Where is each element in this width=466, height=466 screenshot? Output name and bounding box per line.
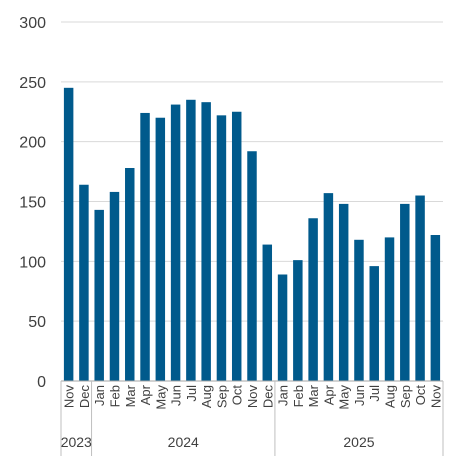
x-category-label: Feb: [291, 385, 306, 407]
bar: [94, 209, 104, 381]
bar: [79, 184, 89, 381]
bar: [323, 193, 334, 381]
x-category-label: Apr: [138, 384, 153, 405]
bar: [338, 203, 349, 381]
year-label: 2024: [168, 434, 199, 450]
bar: [63, 87, 74, 382]
x-category-label: Nov: [245, 385, 260, 409]
x-category-label: Oct: [230, 385, 245, 406]
bar: [415, 195, 425, 381]
x-category-label: Dec: [77, 385, 92, 409]
y-tick-label: 150: [19, 195, 46, 212]
x-category-label: May: [153, 385, 168, 410]
bar: [354, 239, 364, 381]
x-category-label: Aug: [199, 385, 214, 408]
x-category-label: Jan: [92, 385, 107, 406]
bar: [400, 203, 410, 381]
bars: [63, 87, 441, 382]
x-category-label: Oct: [413, 385, 428, 406]
bar: [140, 112, 150, 382]
x-category-label: Feb: [107, 385, 122, 407]
y-tick-label: 300: [19, 15, 46, 32]
x-axis-category-labels: Nov Dec Jan Feb Mar Apr May Jun Jul Aug Sep Oct Nov D…: [62, 384, 444, 409]
x-axis-year-labels: 2023 2024 2025: [60, 381, 444, 456]
x-category-label: Jun: [352, 385, 367, 406]
bar: [201, 102, 211, 381]
bar: [216, 115, 227, 381]
y-tick-label: 100: [19, 254, 46, 271]
bar: [277, 274, 288, 381]
bar: [384, 237, 395, 381]
x-category-label: Jul: [184, 385, 199, 402]
bar: [231, 111, 242, 381]
bar: [186, 99, 196, 382]
y-tick-label: 0: [37, 374, 46, 391]
bar: [155, 117, 166, 381]
bar: [293, 260, 303, 381]
bar: [262, 244, 273, 381]
y-tick-label: 50: [28, 314, 46, 331]
y-tick-label: 250: [19, 75, 46, 92]
x-category-label: Dec: [260, 385, 275, 409]
x-category-label: Jul: [367, 385, 382, 402]
x-category-label: Mar: [306, 384, 321, 407]
x-category-label: May: [337, 385, 352, 410]
bar: [430, 235, 441, 381]
x-category-label: Apr: [321, 384, 336, 405]
x-category-label: Sep: [398, 385, 413, 408]
bar: [109, 191, 120, 381]
year-label: 2025: [343, 434, 374, 450]
bar: [247, 151, 257, 381]
x-category-label: Mar: [123, 384, 138, 407]
x-category-label: Sep: [214, 385, 229, 408]
x-category-label: Jun: [169, 385, 184, 406]
bar: [170, 104, 181, 381]
x-category-label: Aug: [383, 385, 398, 408]
bar: [125, 167, 135, 381]
x-category-label: Nov: [62, 385, 77, 409]
x-category-label: Nov: [428, 385, 443, 409]
year-label: 2023: [61, 434, 92, 450]
bar: [308, 218, 318, 381]
x-category-label: Jan: [276, 385, 291, 406]
y-tick-label: 200: [19, 135, 46, 152]
y-axis-tick-labels: 0 50 100 150 200 250 300: [19, 15, 46, 391]
bar: [369, 266, 379, 381]
